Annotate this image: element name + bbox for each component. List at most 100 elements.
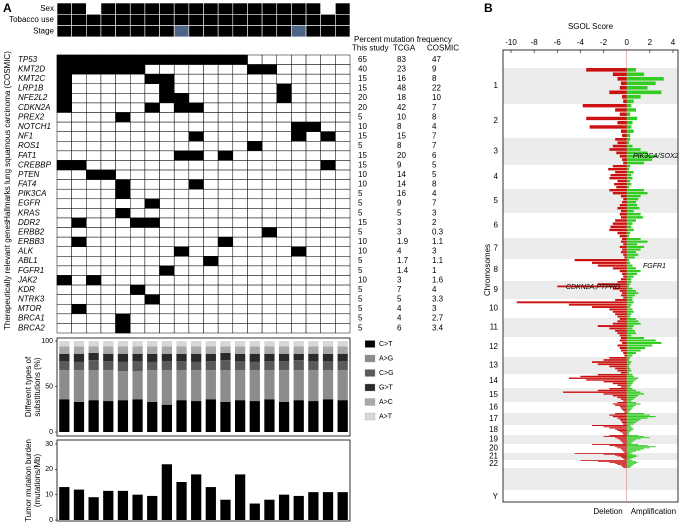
column-header: COSMIC bbox=[427, 44, 459, 53]
plot-frame bbox=[56, 337, 351, 437]
amplification-bar bbox=[626, 168, 630, 171]
amplification-bar bbox=[626, 313, 632, 316]
mutation-cell bbox=[159, 83, 175, 94]
stacked-segment bbox=[103, 401, 114, 432]
grid-cell bbox=[56, 265, 72, 276]
x-tick-label: -2 bbox=[600, 38, 608, 47]
deletion-bar bbox=[617, 417, 627, 419]
grid-cell bbox=[100, 83, 116, 94]
track-cell bbox=[144, 14, 160, 26]
deletion-bar bbox=[622, 441, 627, 443]
stacked-segment bbox=[264, 361, 275, 371]
frequency: 5 bbox=[358, 304, 363, 313]
frequency: 8 bbox=[432, 112, 437, 121]
grid-cell bbox=[320, 275, 336, 286]
amplification-bar bbox=[626, 281, 632, 283]
y-tick-label: 50 bbox=[45, 383, 53, 390]
deletion-bar bbox=[620, 420, 627, 422]
track-cell bbox=[115, 14, 131, 26]
grid-cell bbox=[100, 217, 116, 228]
grid-cell bbox=[56, 112, 72, 123]
frequency: 7 bbox=[432, 132, 437, 141]
stacked-segment bbox=[59, 353, 70, 362]
grid-cell bbox=[188, 284, 204, 295]
grid-cell bbox=[100, 160, 116, 171]
deletion-bar bbox=[582, 104, 627, 108]
chromosome-label: 4 bbox=[494, 172, 499, 181]
deletion-bar bbox=[620, 398, 627, 400]
grid-cell bbox=[100, 179, 116, 190]
track-cell bbox=[144, 25, 160, 38]
grid-cell bbox=[203, 150, 219, 161]
stacked-segment bbox=[322, 399, 334, 432]
track-cell bbox=[217, 2, 234, 15]
amplification-bar bbox=[626, 417, 648, 419]
track-cell bbox=[71, 25, 87, 38]
grid-cell bbox=[188, 256, 204, 267]
grid-cell bbox=[247, 93, 263, 104]
stacked-segment bbox=[176, 361, 187, 371]
grid-cell bbox=[305, 83, 321, 94]
grid-cell bbox=[276, 284, 292, 295]
deletion-bar bbox=[619, 154, 627, 158]
grid-cell bbox=[115, 275, 131, 286]
grid-cell bbox=[86, 112, 102, 123]
grid-cell bbox=[159, 131, 175, 142]
grid-cell bbox=[130, 131, 146, 142]
chromosome-label: 10 bbox=[489, 304, 498, 313]
gene-name: KMT2D bbox=[18, 64, 45, 73]
stacked-segment bbox=[293, 346, 304, 354]
amplification-bar bbox=[626, 339, 656, 342]
amplification-bar bbox=[626, 129, 634, 133]
grid-cell bbox=[115, 236, 131, 247]
deletion-bar bbox=[592, 306, 627, 309]
grid-cell bbox=[276, 179, 292, 190]
grid-cell bbox=[173, 188, 190, 200]
frequency: 5 bbox=[397, 208, 402, 217]
deletion-bar bbox=[610, 225, 627, 228]
grid-cell bbox=[335, 236, 351, 247]
frequency: 20 bbox=[358, 103, 367, 112]
grid-cell bbox=[276, 150, 292, 161]
deletion-bar bbox=[617, 384, 627, 386]
stacked-segment bbox=[59, 341, 70, 347]
grid-cell bbox=[335, 93, 351, 104]
deletion-bar bbox=[615, 446, 627, 448]
deletion-bar bbox=[617, 396, 627, 399]
amplification-bar bbox=[626, 296, 633, 299]
grid-cell bbox=[291, 141, 307, 152]
frequency: 83 bbox=[397, 55, 406, 64]
grid-cell bbox=[305, 188, 321, 200]
track-cell bbox=[129, 14, 146, 26]
deletion-bar bbox=[620, 216, 627, 219]
grid-cell bbox=[159, 303, 175, 315]
amplification-bar bbox=[626, 278, 632, 281]
frequency: 4 bbox=[397, 314, 402, 323]
grid-cell bbox=[291, 323, 307, 334]
grid-cell bbox=[291, 179, 307, 190]
grid-cell bbox=[247, 83, 263, 94]
grid-cell bbox=[320, 227, 336, 238]
grid-cell bbox=[261, 313, 278, 324]
frequency: 10 bbox=[358, 122, 367, 131]
amplification-bar bbox=[626, 460, 633, 461]
grid-cell bbox=[217, 284, 234, 295]
deletion-bar bbox=[563, 391, 627, 393]
grid-cell bbox=[261, 208, 278, 219]
track-cell bbox=[56, 2, 72, 15]
grid-cell bbox=[291, 303, 307, 315]
track-cell bbox=[115, 2, 131, 15]
grid-cell bbox=[86, 93, 102, 104]
frequency: 3.3 bbox=[432, 295, 444, 304]
grid-cell bbox=[115, 246, 131, 257]
mutation-cell bbox=[56, 93, 72, 104]
bar bbox=[337, 492, 348, 520]
grid-cell bbox=[232, 227, 248, 238]
grid-cell bbox=[203, 236, 219, 247]
plot-frame bbox=[502, 49, 679, 503]
frequency: 4 bbox=[432, 122, 437, 131]
mutation-cell bbox=[115, 188, 131, 200]
grid-cell bbox=[320, 121, 336, 132]
x-tick-label: 4 bbox=[671, 38, 676, 47]
amplification-bar bbox=[626, 243, 638, 246]
